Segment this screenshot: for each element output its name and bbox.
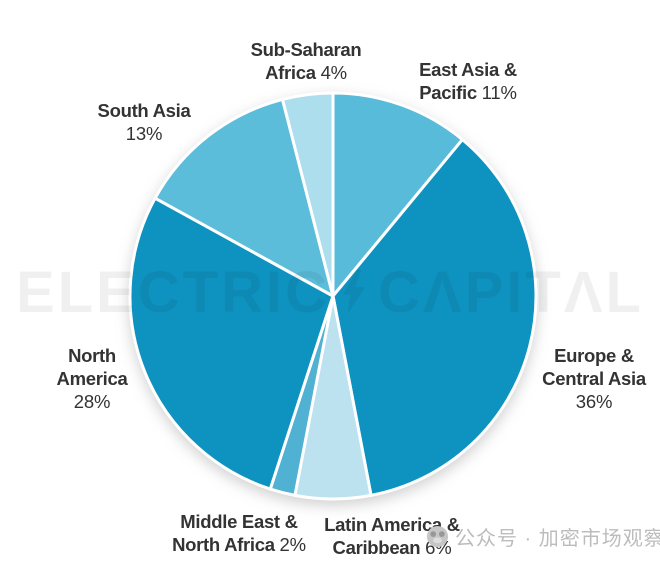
- pie-slice-europe-central-asia: [331, 138, 538, 497]
- slice-label-line: 28%: [73, 391, 111, 412]
- slice-label-europe-central-asia: Europe & Central Asia 36%: [542, 344, 646, 413]
- wechat-watermark-text: 公众号 · 加密市场观察: [455, 527, 660, 550]
- slice-label-line: Europe &: [554, 345, 634, 366]
- slice-label-line: Central Asia: [542, 368, 646, 389]
- slice-label-line: North Africa 2%: [172, 534, 306, 555]
- slice-label-line: America: [56, 368, 128, 389]
- wechat-avatar-icon: [426, 525, 449, 547]
- slice-label-line: Sub-Saharan: [250, 39, 362, 60]
- slice-label-north-america: North America 28%: [57, 344, 128, 413]
- slice-label-line: Latin America &: [324, 514, 460, 535]
- slice-label-line: East Asia &: [419, 59, 517, 80]
- slice-label-line: Africa 4%: [265, 62, 347, 83]
- pie-slice-south-asia: [153, 97, 335, 298]
- slice-label-line: 36%: [575, 391, 613, 412]
- pie-slice-sub-saharan-africa: [281, 91, 335, 298]
- slice-label-middle-east-north-africa: Middle East & North Africa 2%: [172, 510, 306, 556]
- pie-slice-east-asia-pacific: [331, 91, 464, 298]
- slice-label-line: South Asia: [97, 100, 191, 121]
- slice-label-line: Pacific 11%: [419, 82, 517, 103]
- pie-slice-north-america: [128, 196, 335, 491]
- slice-label-line: North: [68, 345, 116, 366]
- slice-label-line: 13%: [125, 123, 163, 144]
- slice-label-east-asia-pacific: East Asia & Pacific 11%: [419, 58, 517, 104]
- slice-label-sub-saharan-africa: Sub-Saharan Africa 4%: [251, 38, 362, 84]
- slice-label-south-asia: South Asia 13%: [98, 99, 191, 145]
- wechat-watermark: 公众号 · 加密市场观察: [426, 523, 660, 550]
- slice-label-line: Middle East &: [180, 511, 298, 532]
